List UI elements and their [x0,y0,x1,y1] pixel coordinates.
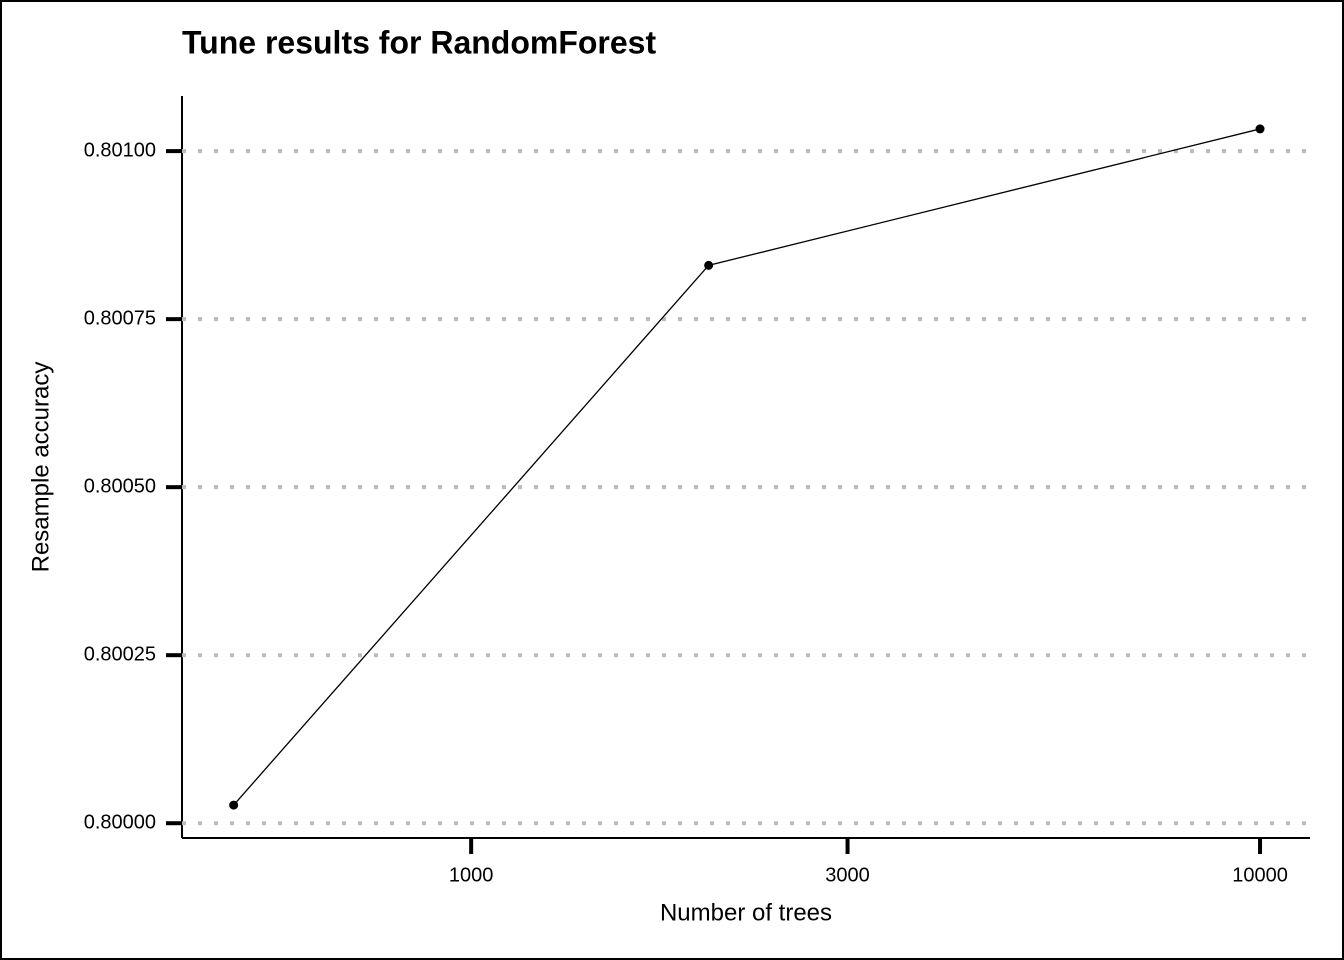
y-axis-label: Resample accuracy [27,362,54,573]
point [1255,124,1265,134]
x-axis-label: Number of trees [660,899,832,926]
y-tick-label: 0.80075 [84,307,156,329]
chart-title: Tune results for RandomForest [182,24,656,60]
x-tick-label: 10000 [1232,864,1288,886]
point [704,260,714,270]
point [229,800,239,810]
y-tick-label: 0.80000 [84,811,156,833]
y-tick-label: 0.80050 [84,475,156,497]
x-tick-label: 1000 [449,864,494,886]
y-tick-label: 0.80025 [84,643,156,665]
y-tick-label: 0.80100 [84,139,156,161]
x-tick-label: 3000 [825,864,870,886]
